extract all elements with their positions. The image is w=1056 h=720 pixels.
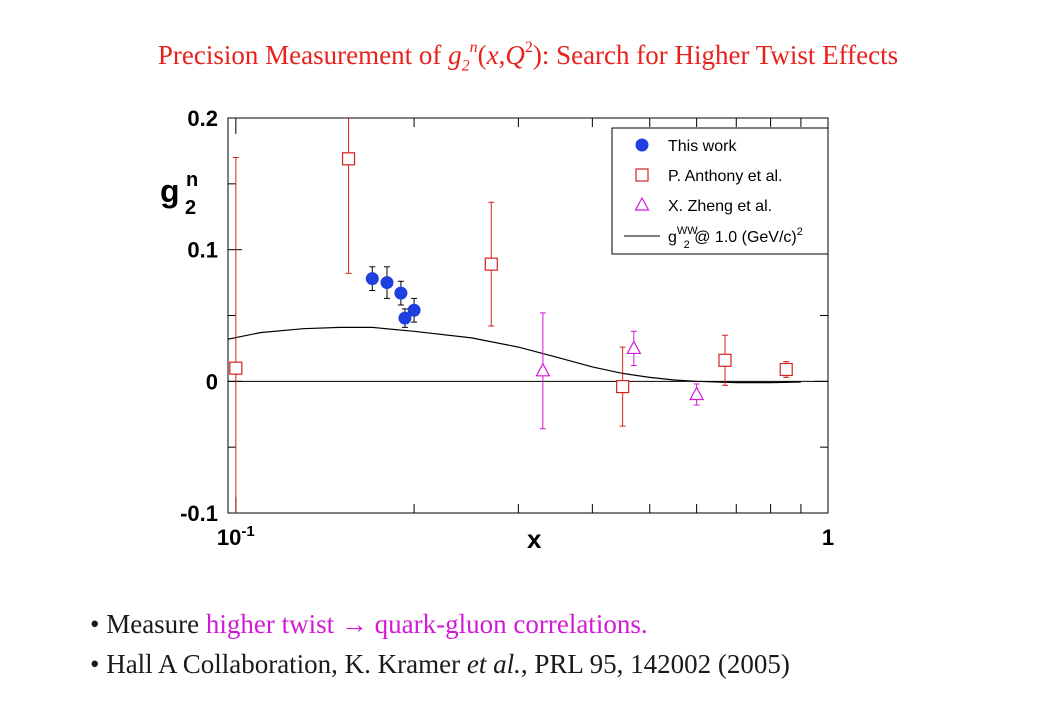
y-axis-label-sup: n <box>186 169 198 191</box>
title-g-sub: 2 <box>461 57 470 75</box>
bullet-2-prefix: Hall A Collaboration, K. Kramer <box>106 649 467 679</box>
x-tick-label: 10-1 <box>217 523 255 550</box>
bullet-1-prefix: Measure <box>106 609 206 639</box>
title-g: g <box>448 40 462 70</box>
zheng-point <box>535 362 551 377</box>
bullet-list: • Measure higher twist → quark-gluon cor… <box>90 604 790 684</box>
legend-box <box>611 127 829 255</box>
title-x: x <box>486 40 499 70</box>
title-g-sup: n <box>469 39 478 56</box>
this-work-point <box>398 311 412 325</box>
title-q: Q <box>505 40 525 70</box>
title-q-sup: 2 <box>524 39 533 56</box>
anthony-point <box>341 152 356 166</box>
legend-anthony-marker <box>635 168 649 182</box>
legend-this-work-marker <box>635 138 649 152</box>
zheng-point <box>689 386 705 401</box>
bullet-2-etal: et al. <box>466 649 521 679</box>
bullet-1-highlight: higher twist → quark-gluon correlations. <box>205 609 648 639</box>
this-work-point <box>365 272 379 286</box>
slide-title: Precision Measurement of g2n(x,Q2): Sear… <box>0 39 1056 75</box>
this-work-point <box>394 286 408 300</box>
anthony-point <box>616 380 630 394</box>
y-axis-label-sub: 2 <box>185 197 196 219</box>
bullet-dot: • <box>90 649 100 679</box>
legend-label: P. Anthony et al. <box>668 168 782 185</box>
anthony-point <box>779 362 793 377</box>
legend: This work P. Anthony et al. X. Zheng et al… <box>611 127 829 255</box>
y-tick-label: 0.2 <box>187 106 218 131</box>
data-points <box>229 118 793 513</box>
anthony-point <box>229 361 243 375</box>
legend-label: X. Zheng et al. <box>668 198 772 215</box>
x-tick-label: 1 <box>822 525 834 550</box>
y-tick-label: 0.1 <box>187 238 218 263</box>
x-axis-label: x <box>527 524 542 554</box>
title-prefix: Precision Measurement of <box>157 40 449 70</box>
title-close: ) <box>532 40 542 70</box>
this-work-point <box>380 276 394 290</box>
anthony-point <box>484 257 498 271</box>
y-tick-label: 0 <box>206 369 218 394</box>
title-suffix: : Search for Higher Twist Effects <box>541 40 899 70</box>
bullet-2-suffix: , PRL 95, 142002 (2005) <box>520 649 790 679</box>
y-axis-label: g <box>160 173 180 209</box>
bullet-1: • Measure higher twist → quark-gluon cor… <box>90 604 790 644</box>
legend-label: This work <box>668 138 737 155</box>
y-tick-label: -0.1 <box>180 501 218 526</box>
gww-curve-layer <box>227 326 801 384</box>
legend-zheng-marker <box>634 196 650 211</box>
bullet-dot: • <box>90 609 100 639</box>
g2n-plot: 0.2 0.1 0 -0.110-1 1 x g 2 n This work P. Anthony… <box>160 106 834 554</box>
title-comma: , <box>498 40 506 70</box>
legend-label-gww: gWW 2 @ 1.0 (GeV/c)2 <box>668 225 803 251</box>
zheng-point <box>626 340 642 355</box>
this-work-point <box>407 303 421 317</box>
title-open: ( <box>477 40 487 70</box>
anthony-point <box>718 353 732 367</box>
bullet-2: • Hall A Collaboration, K. Kramer et al.… <box>90 644 790 684</box>
gww-curve <box>227 326 801 384</box>
axis-labels: 0.2 0.1 0 -0.110-1 1 x g 2 n <box>160 106 834 554</box>
